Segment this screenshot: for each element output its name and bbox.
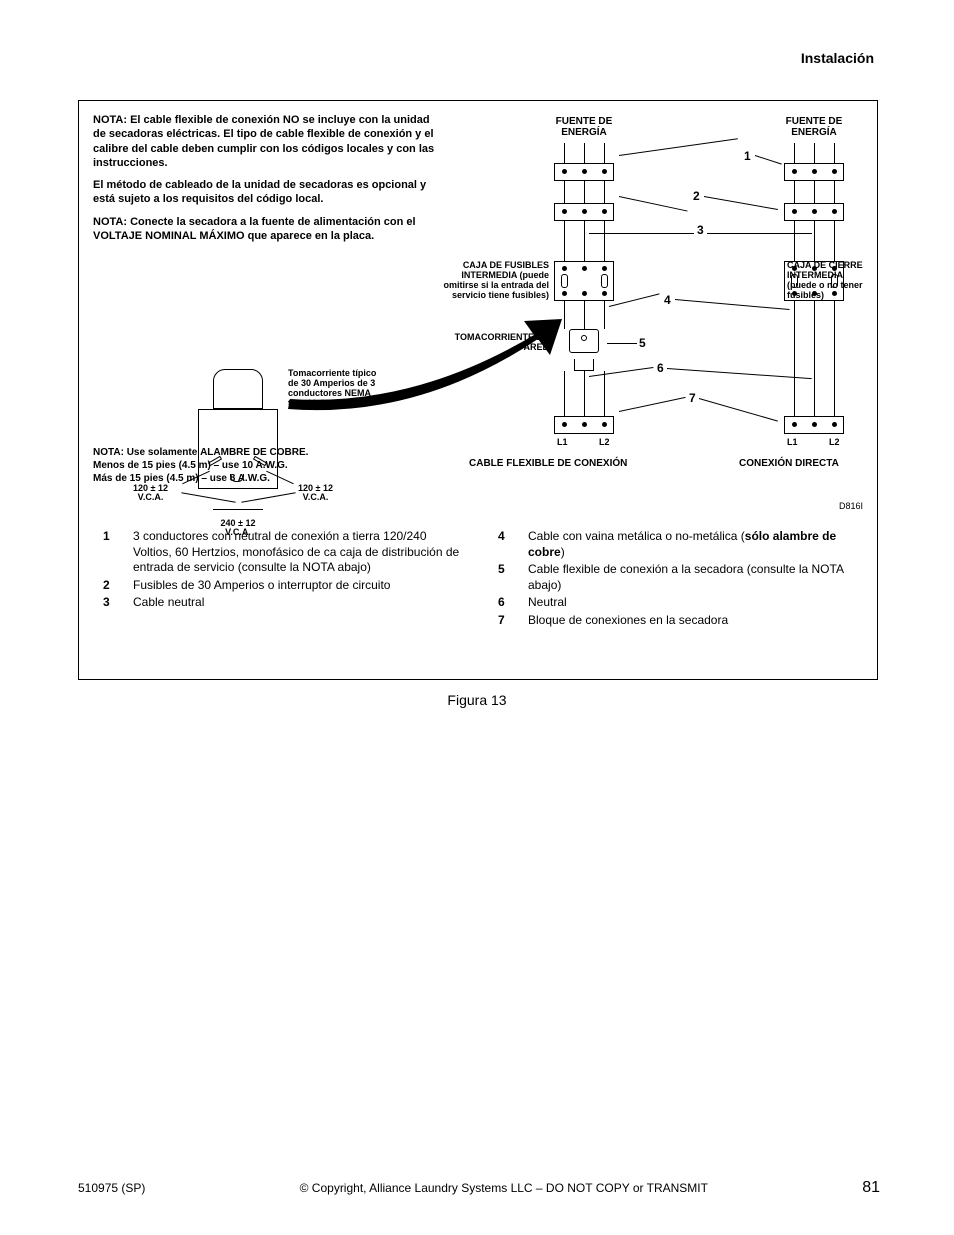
legend-num: 3 <box>93 595 133 611</box>
callout-5: 5 <box>639 336 646 350</box>
legend-row: 4 Cable con vaina metálica o no-metálica… <box>488 529 863 560</box>
legend-text-part: ) <box>561 545 565 559</box>
figure-box: NOTA: El cable flexible de conexión NO s… <box>78 100 878 680</box>
power-source-label-left: FUENTE DE ENERGÍA <box>539 116 629 138</box>
legend-text: Cable con vaina metálica o no-metálica (… <box>528 529 863 560</box>
legend-text: Neutral <box>528 595 863 611</box>
legend-text: Bloque de conexiones en la secadora <box>528 613 863 629</box>
footer-copyright: © Copyright, Alliance Laundry Systems LL… <box>300 1181 708 1195</box>
l1-label-right: L1 <box>787 437 798 447</box>
page-footer: 510975 (SP) © Copyright, Alliance Laundr… <box>78 1179 880 1197</box>
l2-label-right: L2 <box>829 437 840 447</box>
section-header: Instalación <box>801 50 874 66</box>
awg-line2: Menos de 15 pies (4.5 m) – use 10 A.W.G. <box>93 459 353 472</box>
legend-text-part: Cable con vaina metálica o no-metálica ( <box>528 529 745 543</box>
fuse-box-label: CAJA DE FUSIBLES INTERMEDIA (puede omiti… <box>439 261 549 301</box>
callout-1: 1 <box>744 149 751 163</box>
voltage-left: 120 ± 12 V.C.A. <box>123 484 178 502</box>
legend-row: 5 Cable flexible de conexión a la secado… <box>488 562 863 593</box>
awg-note: NOTA: Use solamente ALAMBRE DE COBRE. Me… <box>93 446 353 485</box>
legend-row: 6 Neutral <box>488 595 863 611</box>
note-3: NOTA: Conecte la secadora a la fuente de… <box>93 215 443 244</box>
diagram-id: D816I <box>839 501 863 511</box>
callout-7: 7 <box>689 391 696 405</box>
awg-line3: Más de 15 pies (4.5 m) – use 8 A.W.G. <box>93 472 353 485</box>
legend-row: 1 3 conductores con neutral de conexión … <box>93 529 468 576</box>
legend-num: 6 <box>488 595 528 611</box>
legend-col-right: 4 Cable con vaina metálica o no-metálica… <box>488 529 863 631</box>
awg-line1a: NOTA: Use solamente <box>93 447 200 458</box>
legend-num: 7 <box>488 613 528 629</box>
legend-row: 7 Bloque de conexiones en la secadora <box>488 613 863 629</box>
note-2: El método de cableado de la unidad de se… <box>93 178 443 207</box>
legend-num: 2 <box>93 578 133 594</box>
disconnect-box-label: CAJA DE CIERRE INTERMEDIA (puede o no te… <box>787 261 867 301</box>
flex-cord-label: CABLE FLEXIBLE DE CONEXIÓN <box>469 458 627 469</box>
legend-text: Fusibles de 30 Amperios o interruptor de… <box>133 578 468 594</box>
legend-row: 2 Fusibles de 30 Amperios o interruptor … <box>93 578 468 594</box>
legend-num: 5 <box>488 562 528 593</box>
legend-num: 1 <box>93 529 133 576</box>
legend-text: Cable flexible de conexión a la secadora… <box>528 562 863 593</box>
callout-3: 3 <box>697 223 704 237</box>
legend-text: 3 conductores con neutral de conexión a … <box>133 529 468 576</box>
legend-row: 3 Cable neutral <box>93 595 468 611</box>
l1-label-left: L1 <box>557 437 568 447</box>
callout-4: 4 <box>664 293 671 307</box>
awg-line1b: ALAMBRE DE COBRE <box>200 447 306 458</box>
voltage-right: 120 ± 12 V.C.A. <box>288 484 343 502</box>
legend-num: 4 <box>488 529 528 560</box>
power-source-label-right: FUENTE DE ENERGÍA <box>769 116 859 138</box>
direct-wire-label: CONEXIÓN DIRECTA <box>739 458 839 469</box>
legend-text: Cable neutral <box>133 595 468 611</box>
figure-caption: Figura 13 <box>0 692 954 708</box>
note-1: NOTA: El cable flexible de conexión NO s… <box>93 113 443 170</box>
notes-block: NOTA: El cable flexible de conexión NO s… <box>93 113 443 243</box>
awg-line1c: . <box>306 447 309 458</box>
legend: 1 3 conductores con neutral de conexión … <box>93 529 863 631</box>
l2-label-left: L2 <box>599 437 610 447</box>
footer-docnum: 510975 (SP) <box>78 1181 145 1195</box>
legend-col-left: 1 3 conductores con neutral de conexión … <box>93 529 468 631</box>
footer-pagenum: 81 <box>862 1179 880 1197</box>
callout-6: 6 <box>657 361 664 375</box>
callout-2: 2 <box>693 189 700 203</box>
